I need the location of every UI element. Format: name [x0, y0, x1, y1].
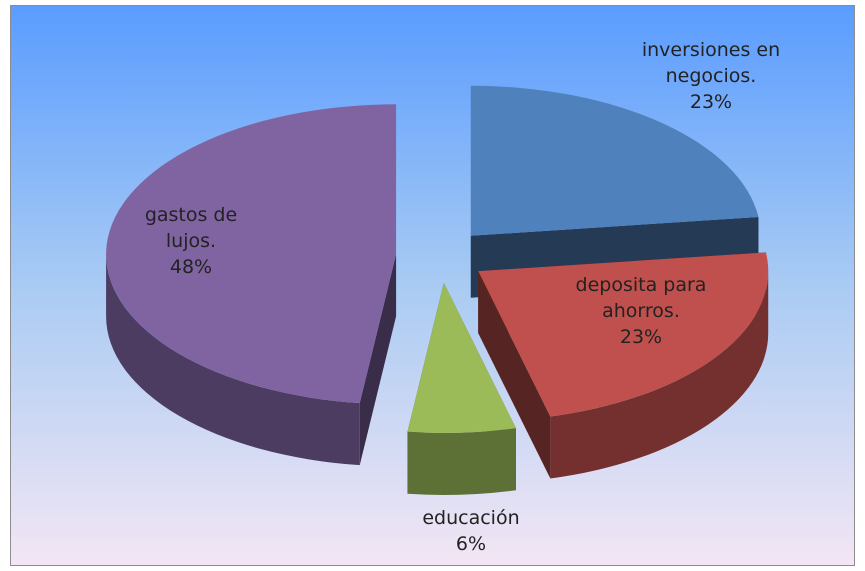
slice — [407, 282, 516, 433]
value-label: 6% — [455, 533, 487, 555]
slice-label: inversiones en negocios. 23% — [626, 37, 796, 115]
value-label: 23% — [689, 91, 733, 113]
slice-side — [478, 271, 551, 479]
chart: inversiones en negocios. 23% deposita para… — [10, 5, 855, 566]
slice-label: deposita para ahorros. 23% — [556, 272, 726, 350]
slice-wall — [407, 428, 516, 495]
category-label: educación — [422, 507, 520, 529]
category-label: inversiones en negocios. — [641, 39, 781, 87]
slice-label: educación 6% — [401, 505, 541, 557]
slice-wall — [106, 254, 360, 466]
value-label: 48% — [169, 256, 213, 278]
slice-wall — [550, 271, 769, 479]
category-label: deposita para ahorros. — [575, 274, 707, 322]
pie-plot — [106, 85, 769, 495]
slice — [478, 252, 769, 417]
slice-side — [359, 254, 397, 466]
slice-label: gastos de lujos. 48% — [131, 202, 251, 280]
category-label: gastos de lujos. — [144, 204, 238, 252]
slice — [470, 85, 759, 236]
slice — [106, 104, 397, 404]
value-label: 23% — [619, 326, 663, 348]
